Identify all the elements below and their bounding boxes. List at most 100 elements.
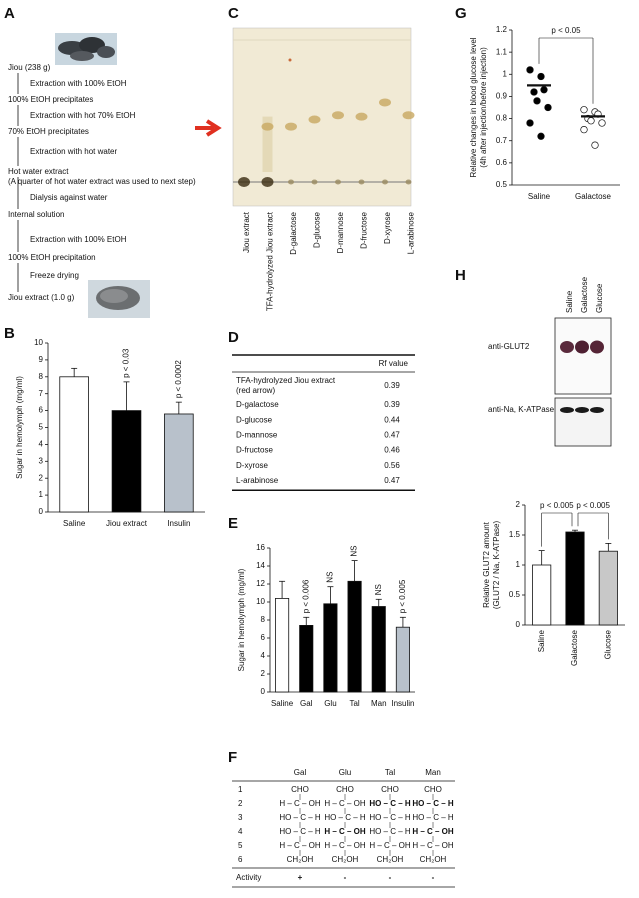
baseline-spot bbox=[382, 179, 388, 185]
bar bbox=[323, 603, 338, 693]
flow-step: Extraction with 100% EtOH bbox=[30, 79, 127, 88]
tlc-spot bbox=[355, 112, 368, 121]
rf-value: 0.47 bbox=[384, 476, 400, 485]
row-number: 4 bbox=[238, 827, 243, 836]
lane-label: D-galactose bbox=[289, 211, 298, 254]
bar bbox=[532, 564, 552, 626]
flow-note: (A quarter of hot water extract was used… bbox=[8, 177, 196, 186]
y-tick-label: 4 bbox=[39, 440, 44, 449]
flow-product: Jiou (238 g) bbox=[8, 63, 51, 72]
annotation: NS bbox=[350, 545, 359, 556]
structure-cell: CH₂OH bbox=[377, 855, 404, 864]
structure-cell: HO – C – H bbox=[412, 799, 454, 808]
structure-cell: CHO bbox=[424, 785, 442, 794]
y-tick-label: 0.6 bbox=[496, 158, 508, 167]
structure-cell: H – C – OH bbox=[412, 827, 454, 836]
annotation: p < 0.0002 bbox=[174, 360, 183, 399]
lane-label: Galactose bbox=[580, 276, 589, 313]
bar bbox=[371, 606, 386, 693]
point bbox=[580, 106, 588, 114]
y-tick-label: 2 bbox=[39, 473, 44, 482]
row-number: 2 bbox=[238, 799, 243, 808]
row-name: TFA-hydrolyzed Jiou extract bbox=[236, 376, 336, 385]
y-tick-label: 2 bbox=[261, 669, 266, 678]
column-header: Tal bbox=[385, 768, 395, 777]
structure-cell: CHO bbox=[381, 785, 399, 794]
activity-value: - bbox=[432, 873, 435, 882]
bar bbox=[275, 598, 290, 693]
flow-product: Jiou extract (1.0 g) bbox=[8, 293, 75, 302]
point bbox=[537, 72, 545, 81]
panel-letter: H bbox=[455, 267, 466, 284]
y-axis-label: Sugar in hemolymph (mg/ml) bbox=[237, 568, 246, 671]
structure-cell: H – C – OH bbox=[369, 841, 411, 850]
rf-value: 0.44 bbox=[384, 415, 400, 424]
x-tick-label: Galactose bbox=[575, 192, 612, 201]
lane-label: Jiou extract bbox=[242, 211, 251, 253]
blot-label: anti-Na, K-ATPase bbox=[488, 405, 555, 414]
x-tick-label: Saline bbox=[271, 699, 294, 708]
bar bbox=[347, 580, 362, 693]
bracket-label: p < 0.05 bbox=[551, 26, 581, 35]
y-tick-label: 0.9 bbox=[496, 92, 508, 101]
point bbox=[587, 117, 595, 125]
structure-cell: CH₂OH bbox=[332, 855, 359, 864]
y-tick-label: 0.8 bbox=[496, 114, 508, 123]
annotation: NS bbox=[326, 572, 335, 583]
y-tick-label: 10 bbox=[256, 597, 265, 606]
lane-label: Glucose bbox=[595, 283, 604, 313]
y-tick-label: 1 bbox=[503, 69, 508, 78]
structure-cell: H – C – OH bbox=[279, 841, 321, 850]
tlc-spot bbox=[261, 122, 274, 131]
y-tick-label: 9 bbox=[39, 355, 44, 364]
baseline-spot bbox=[358, 179, 365, 185]
x-tick-label: Saline bbox=[537, 629, 546, 652]
x-tick-label: Tal bbox=[349, 699, 359, 708]
y-tick-label: 0 bbox=[39, 507, 44, 516]
x-tick-label: Saline bbox=[528, 192, 551, 201]
bar bbox=[299, 625, 314, 693]
y-tick-label: 1.1 bbox=[496, 47, 508, 56]
panel-letter: F bbox=[228, 749, 237, 766]
x-tick-label: Man bbox=[371, 699, 387, 708]
rf-value: 0.46 bbox=[384, 446, 400, 455]
bracket-label: p < 0.005 bbox=[576, 501, 610, 510]
flow-product: 70% EtOH precipitates bbox=[8, 127, 89, 136]
structure-cell: HO – C – H bbox=[279, 813, 321, 822]
tlc-smear bbox=[262, 116, 273, 172]
tlc-spot bbox=[379, 98, 391, 107]
activity-value: - bbox=[344, 873, 347, 882]
column-header: Man bbox=[425, 768, 441, 777]
tlc-spot bbox=[332, 111, 344, 120]
structure-cell: CHO bbox=[336, 785, 354, 794]
y-tick-label: 1 bbox=[39, 490, 44, 499]
annotation: p < 0.006 bbox=[301, 579, 310, 613]
baseline-spot bbox=[261, 177, 274, 187]
baseline-spot bbox=[405, 179, 412, 185]
structure-cell: H – C – OH bbox=[324, 799, 366, 808]
structure-cell: CH₂OH bbox=[420, 855, 447, 864]
bar bbox=[164, 413, 194, 513]
baseline-spot bbox=[288, 179, 294, 185]
y-tick-label: 1 bbox=[516, 560, 521, 569]
table-header: Rf value bbox=[379, 359, 409, 368]
y-tick-label: 14 bbox=[256, 561, 265, 570]
structure-cell: H – C – OH bbox=[324, 827, 366, 836]
y-tick-label: 1.2 bbox=[496, 25, 508, 34]
x-tick-label: Jiou extract bbox=[106, 519, 148, 528]
row-number: 6 bbox=[238, 855, 243, 864]
structure-cell: CHO bbox=[291, 785, 309, 794]
flow-step: Dialysis against water bbox=[30, 193, 108, 202]
bar bbox=[598, 550, 618, 626]
y-tick-label: 6 bbox=[261, 633, 266, 642]
column-header: Glu bbox=[339, 768, 351, 777]
row-name: D-xyrose bbox=[236, 461, 269, 470]
row-note: (red arrow) bbox=[236, 386, 275, 395]
rf-value: 0.39 bbox=[384, 400, 400, 409]
structure-cell: HO – C – H bbox=[369, 827, 411, 836]
flow-step: Freeze drying bbox=[30, 271, 79, 280]
panel-letter: G bbox=[455, 5, 467, 22]
y-axis-label: Relative changes in blood glucose level bbox=[469, 37, 478, 177]
y-tick-label: 5 bbox=[39, 423, 44, 432]
